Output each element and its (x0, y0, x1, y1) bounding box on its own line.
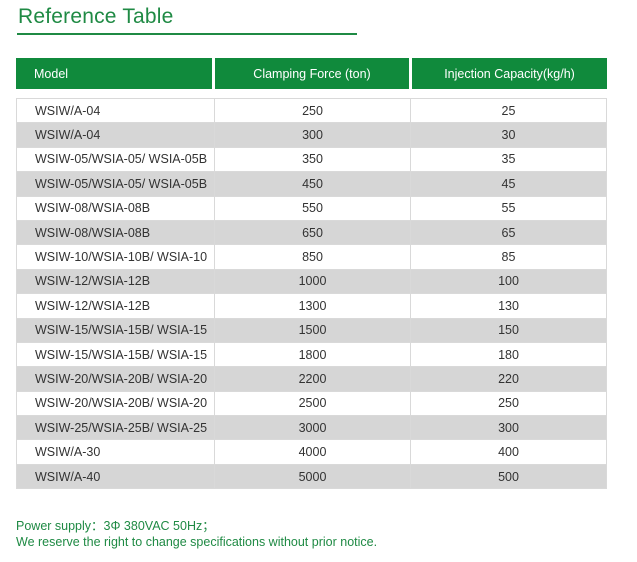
title-underline (17, 33, 357, 35)
model-cell: WSIW-08/WSIA-08B (17, 196, 215, 221)
table-header: Model Clamping Force (ton) Injection Cap… (16, 58, 607, 89)
model-cell: WSIW/A-40 (17, 464, 215, 490)
injection-capacity-cell: 400 (411, 440, 607, 465)
table-row: WSIW-15/WSIA-15B/ WSIA-15 1800 180 (17, 342, 607, 368)
disclaimer-note: We reserve the right to change specifica… (16, 535, 378, 549)
injection-capacity-cell: 220 (411, 367, 607, 392)
injection-capacity-cell: 65 (411, 220, 607, 246)
table-row: WSIW-05/WSIA-05/ WSIA-05B 350 35 (17, 147, 607, 173)
injection-capacity-cell: 35 (411, 147, 607, 173)
table-row: WSIW/A-40 5000 500 (17, 464, 607, 490)
model-cell: WSIW-12/WSIA-12B (17, 269, 215, 295)
table-row: WSIW-25/WSIA-25B/ WSIA-25 3000 300 (17, 416, 607, 441)
injection-capacity-cell: 250 (411, 391, 607, 417)
injection-capacity-cell: 150 (411, 318, 607, 343)
table-row: WSIW/A-04 250 25 (17, 99, 607, 124)
model-cell: WSIW-15/WSIA-15B/ WSIA-15 (17, 342, 215, 368)
clamping-force-cell: 350 (215, 147, 411, 173)
clamping-force-cell: 4000 (215, 440, 411, 465)
header-clamping-force: Clamping Force (ton) (215, 58, 409, 89)
injection-capacity-cell: 45 (411, 172, 607, 197)
clamping-force-cell: 650 (215, 220, 411, 246)
injection-capacity-cell: 30 (411, 123, 607, 148)
injection-capacity-cell: 25 (411, 99, 607, 124)
injection-capacity-cell: 300 (411, 416, 607, 441)
table-row: WSIW-08/WSIA-08B 650 65 (17, 220, 607, 246)
clamping-force-cell: 250 (215, 99, 411, 124)
clamping-force-cell: 3000 (215, 416, 411, 441)
clamping-force-cell: 300 (215, 123, 411, 148)
clamping-force-cell: 2200 (215, 367, 411, 392)
injection-capacity-cell: 500 (411, 464, 607, 490)
clamping-force-cell: 1000 (215, 269, 411, 295)
table-row: WSIW-08/WSIA-08B 550 55 (17, 196, 607, 221)
model-cell: WSIW-20/WSIA-20B/ WSIA-20 (17, 391, 215, 417)
model-cell: WSIW/A-04 (17, 99, 215, 124)
model-cell: WSIW/A-04 (17, 123, 215, 148)
injection-capacity-cell: 85 (411, 245, 607, 270)
table-row: WSIW-20/WSIA-20B/ WSIA-20 2200 220 (17, 367, 607, 392)
table-row: WSIW-12/WSIA-12B 1000 100 (17, 269, 607, 295)
table-row: WSIW-15/WSIA-15B/ WSIA-15 1500 150 (17, 318, 607, 343)
clamping-force-cell: 850 (215, 245, 411, 270)
model-cell: WSIW-05/WSIA-05/ WSIA-05B (17, 172, 215, 197)
table-row: WSIW-20/WSIA-20B/ WSIA-20 2500 250 (17, 391, 607, 417)
clamping-force-cell: 550 (215, 196, 411, 221)
clamping-force-cell: 450 (215, 172, 411, 197)
injection-capacity-cell: 55 (411, 196, 607, 221)
injection-capacity-cell: 180 (411, 342, 607, 368)
table-row: WSIW-12/WSIA-12B 1300 130 (17, 294, 607, 319)
model-cell: WSIW-10/WSIA-10B/ WSIA-10 (17, 245, 215, 270)
header-injection-capacity: Injection Capacity(kg/h) (412, 58, 607, 89)
model-cell: WSIW-05/WSIA-05/ WSIA-05B (17, 147, 215, 173)
injection-capacity-cell: 100 (411, 269, 607, 295)
table-row: WSIW-10/WSIA-10B/ WSIA-10 850 85 (17, 245, 607, 270)
table-row: WSIW-05/WSIA-05/ WSIA-05B 450 45 (17, 172, 607, 197)
model-cell: WSIW-20/WSIA-20B/ WSIA-20 (17, 367, 215, 392)
clamping-force-cell: 1300 (215, 294, 411, 319)
model-cell: WSIW/A-30 (17, 440, 215, 465)
clamping-force-cell: 5000 (215, 464, 411, 490)
model-cell: WSIW-25/WSIA-25B/ WSIA-25 (17, 416, 215, 441)
page-title: Reference Table (18, 5, 174, 28)
table-row: WSIW/A-30 4000 400 (17, 440, 607, 465)
clamping-force-cell: 1500 (215, 318, 411, 343)
clamping-force-cell: 1800 (215, 342, 411, 368)
power-supply-note: Power supply：3Φ 380VAC 50Hz； (16, 519, 215, 533)
reference-table: WSIW/A-04 250 25 WSIW/A-04 300 30 WSIW-05/WSIA… (16, 98, 607, 490)
table-row: WSIW/A-04 300 30 (17, 123, 607, 148)
model-cell: WSIW-15/WSIA-15B/ WSIA-15 (17, 318, 215, 343)
injection-capacity-cell: 130 (411, 294, 607, 319)
header-model: Model (16, 58, 212, 89)
model-cell: WSIW-08/WSIA-08B (17, 220, 215, 246)
model-cell: WSIW-12/WSIA-12B (17, 294, 215, 319)
clamping-force-cell: 2500 (215, 391, 411, 417)
